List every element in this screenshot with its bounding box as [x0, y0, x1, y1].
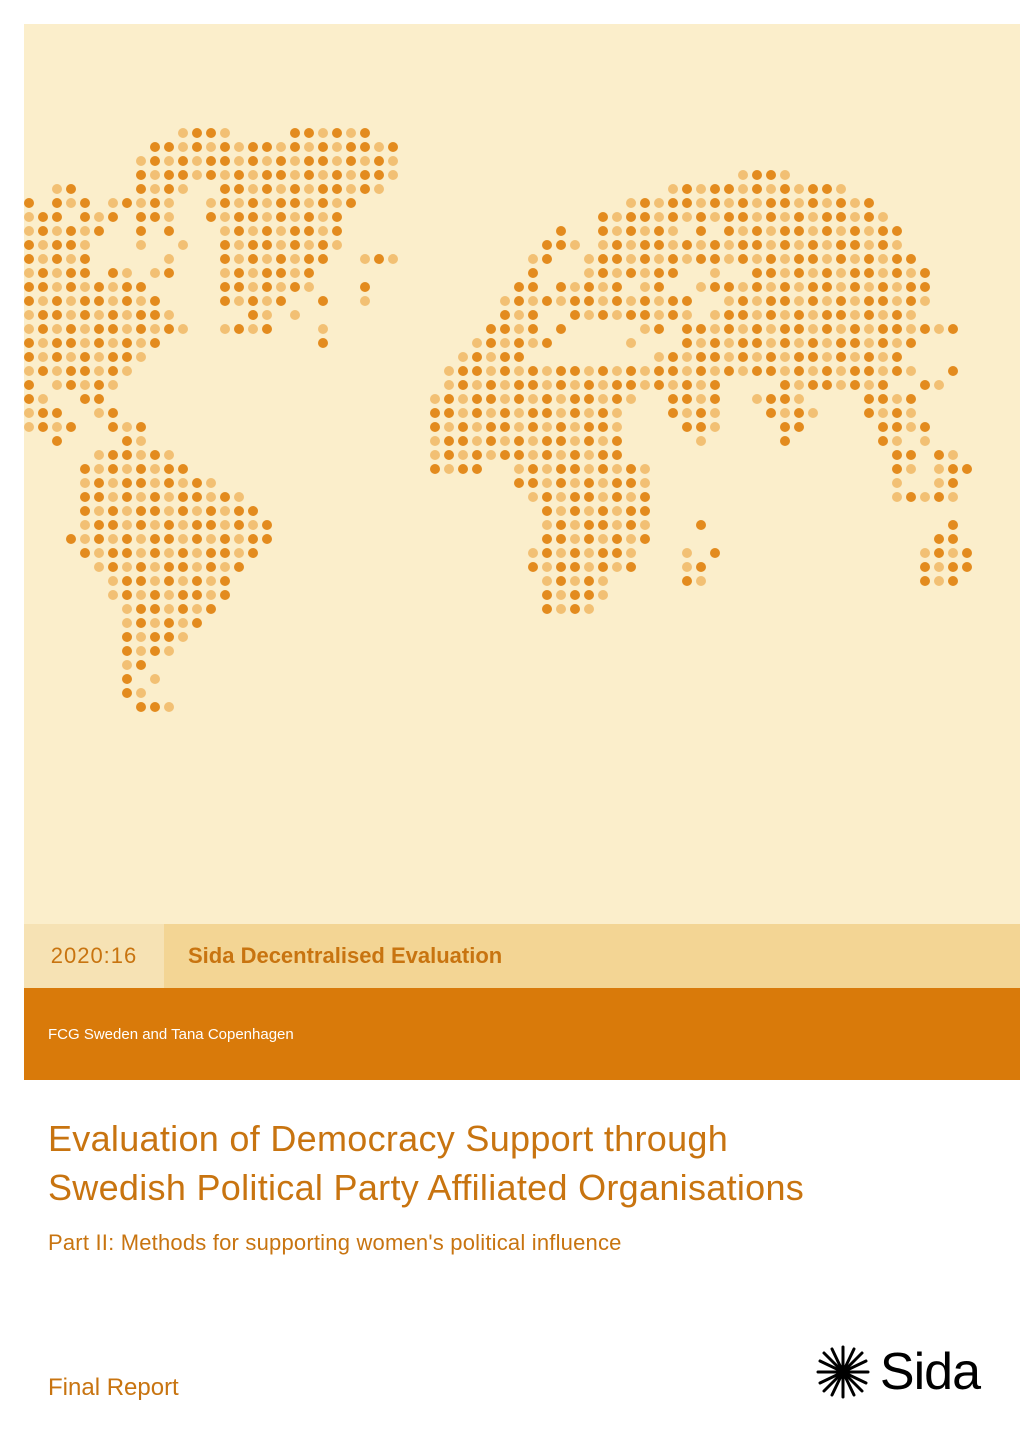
sida-logo: Sida: [814, 1342, 980, 1402]
sida-logo-icon: [814, 1343, 872, 1401]
title-line-2: Swedish Political Party Affiliated Organ…: [48, 1164, 972, 1213]
page-root: 2020:16 Sida Decentralised Evaluation FC…: [0, 0, 1020, 1442]
issue-number-cell: 2020:16: [24, 924, 164, 988]
world-map-dots: [24, 24, 1020, 924]
authors-band: FCG Sweden and Tana Copenhagen: [24, 988, 1020, 1080]
title-line-1: Evaluation of Democracy Support through: [48, 1115, 972, 1164]
hero-panel: [24, 24, 1020, 924]
issue-number: 2020:16: [51, 943, 138, 969]
logo-text: Sida: [880, 1342, 980, 1402]
logo-wrap: Sida: [814, 1342, 980, 1402]
series-title: Sida Decentralised Evaluation: [188, 943, 502, 969]
footer-text: Final Report: [48, 1374, 179, 1401]
title-block: Evaluation of Democracy Support through …: [48, 1115, 972, 1256]
series-title-cell: Sida Decentralised Evaluation: [164, 924, 1020, 988]
footer-label: Final Report: [48, 1374, 179, 1402]
authors-text: FCG Sweden and Tana Copenhagen: [48, 1026, 294, 1043]
subtitle: Part II: Methods for supporting women's …: [48, 1230, 972, 1256]
issue-band: 2020:16 Sida Decentralised Evaluation: [24, 924, 1020, 988]
